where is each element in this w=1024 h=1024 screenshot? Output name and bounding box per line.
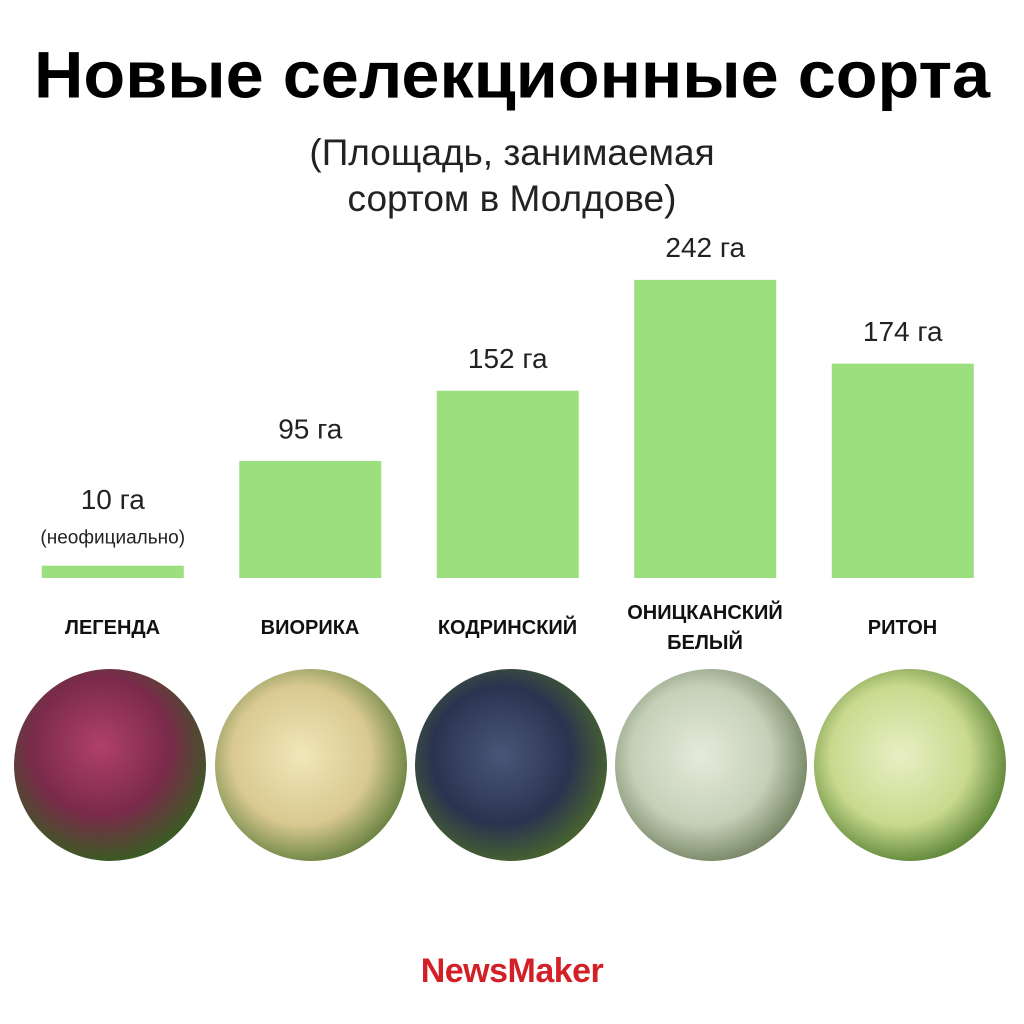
- value-label: 242 га: [665, 232, 745, 263]
- grape-photo: [14, 669, 206, 861]
- brand-logo: NewsMaker: [420, 952, 604, 990]
- grape-photo: [814, 669, 1006, 861]
- bar: [831, 363, 974, 578]
- category-label: ЛЕГЕНДА: [64, 617, 161, 639]
- bar: [41, 565, 184, 578]
- bar: [239, 460, 382, 578]
- category-label: ВИОРИКА: [260, 617, 360, 639]
- grape-photos: [14, 669, 1006, 861]
- bar: [436, 390, 579, 578]
- grape-photo: [615, 669, 807, 861]
- category-label: КОДРИНСКИЙ: [437, 617, 578, 639]
- value-label: 174 га: [863, 316, 943, 347]
- category-label: ОНИЦКАНСКИЙ БЕЛЫЙ: [627, 602, 783, 654]
- value-label: 152 га: [468, 343, 548, 374]
- grape-photo: [215, 669, 407, 861]
- grape-photo: [415, 669, 607, 861]
- chart-title: Новые селекционные сорта: [34, 37, 991, 111]
- annotation: (неофициально): [40, 528, 185, 549]
- category-label: РИТОН: [867, 617, 938, 639]
- bar: [634, 279, 777, 578]
- subtitle: (Площадь, занимаемая сортом в Молдове): [309, 132, 715, 219]
- value-label: 95 га: [278, 413, 343, 444]
- value-label: 10 га: [81, 484, 146, 515]
